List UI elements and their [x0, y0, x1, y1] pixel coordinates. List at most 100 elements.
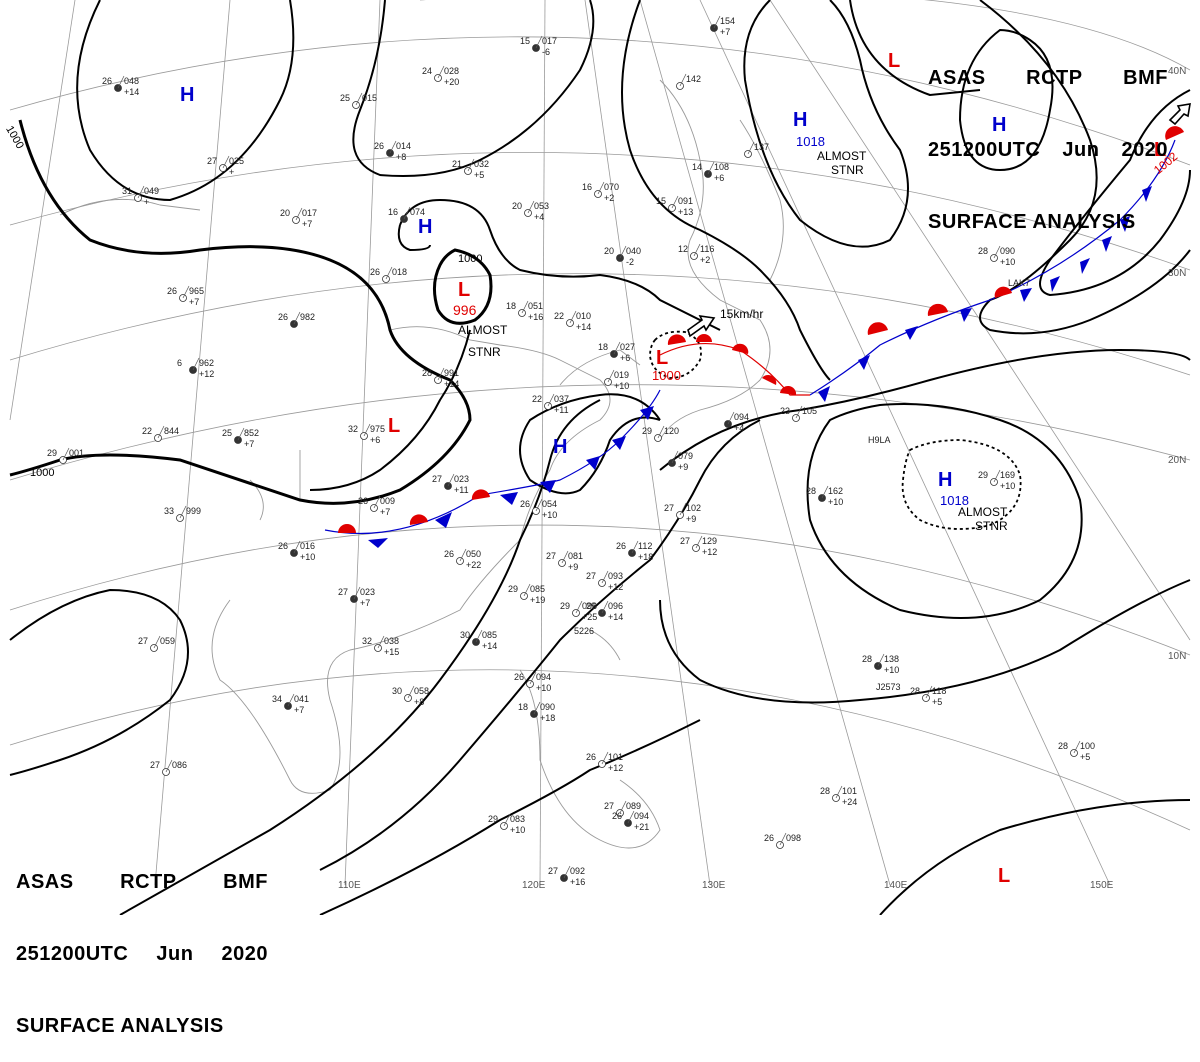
station-tendency: +10 [542, 510, 557, 520]
station-temperature: 15 [656, 196, 666, 206]
station-plot: 26 014+8 [374, 140, 411, 162]
station-plot: 30 058+8 [392, 685, 429, 707]
wind-barb [529, 671, 537, 685]
station-plot: 33 999 [164, 505, 201, 522]
station-pressure: 028 [444, 66, 459, 76]
station-tendency: +9 [678, 462, 688, 472]
station-tendency: +12 [702, 547, 717, 557]
station-pressure: 101 [842, 786, 857, 796]
movement-arrows [687, 103, 1191, 338]
wind-barb [157, 425, 165, 439]
low-center-mongolia: L [458, 279, 470, 301]
high-centers: H H H H H H [180, 84, 1006, 491]
lat-label-10n: 10N [1168, 651, 1186, 662]
station-temperature: 23 [780, 406, 790, 416]
lon-label-150e: 150E [1090, 880, 1114, 891]
station-tendency: +10 [614, 381, 629, 391]
station-temperature: 26 [586, 752, 596, 762]
station-pressure: 023 [454, 474, 469, 484]
station-plot: 27 081+9 [546, 550, 583, 572]
station-plot: 27 089 [604, 800, 641, 817]
station-temperature: 30 [392, 686, 402, 696]
wind-barb [679, 73, 687, 87]
header-region-code: ASAS [928, 67, 986, 89]
wind-barb [363, 423, 371, 437]
station-pressure: 169 [1000, 470, 1015, 480]
station-pressure: 053 [534, 201, 549, 211]
station-tendency: +7 [380, 507, 390, 517]
wind-barb [631, 540, 639, 554]
station-temperature: 20 [604, 246, 614, 256]
station-plot: 26 050+22 [444, 548, 481, 570]
station-plot: 24 028+20 [422, 65, 459, 87]
station-temperature: 22 [532, 394, 542, 404]
station-plot: 27 093+12 [586, 570, 623, 592]
lat-label-30n: 30N [1168, 268, 1186, 279]
header-line-2: 251200UTC Jun 2020 [928, 138, 1168, 162]
station-plot: 15 091+13 [656, 195, 693, 217]
station-plot: 28 101+24 [820, 785, 857, 807]
station-plot: 27 023+11 [432, 473, 469, 495]
station-tendency: + [229, 167, 234, 177]
wind-barb [607, 369, 615, 383]
station-plot: 28 090+10 [978, 245, 1015, 267]
station-temperature: 27 [586, 571, 596, 581]
wind-barb [459, 548, 467, 562]
high-center-north: H [418, 216, 432, 238]
wind-barb [475, 629, 483, 643]
wind-barb [153, 635, 161, 649]
station-pressure: 112 [638, 541, 652, 551]
station-pressure: 017 [542, 36, 557, 46]
low-movement-speed: 15km/hr [720, 307, 763, 321]
station-temperature: 20 [512, 201, 522, 211]
station-plot: 31 049+ [122, 185, 159, 207]
station-temperature: 27 [664, 503, 674, 513]
lon-label-140e: 140E [884, 880, 908, 891]
header-top-right: ASAS RCTP BMF 251200UTC Jun 2020 SURFACE… [928, 18, 1168, 258]
station-pressure: 090 [1000, 246, 1015, 256]
station-tendency: +4 [534, 212, 544, 222]
station-plot: 6 962+12 [177, 357, 214, 379]
station-pressure: 054 [542, 499, 557, 509]
station-tendency: +14 [124, 87, 139, 97]
station-temperature: 28 [862, 654, 872, 664]
station-pressure: 092 [570, 866, 585, 876]
station-plot: 12 116+2 [678, 243, 714, 265]
wind-barb [137, 185, 145, 199]
station-plot: 29 083+10 [488, 813, 525, 835]
station-temperature: 34 [272, 694, 282, 704]
front-semicircles [338, 126, 1184, 533]
station-plot: 26 112+18 [616, 540, 653, 562]
station-code-lak7: LAK7 [1008, 278, 1030, 288]
wind-barb [835, 785, 843, 799]
station-pressure: 129 [702, 536, 717, 546]
station-pressure: 049 [144, 186, 159, 196]
station-temperature: 27 [207, 156, 217, 166]
station-tendency: +10 [1000, 257, 1015, 267]
high-note-pacific-1: ALMOST [958, 505, 1008, 519]
low-note-mongolia-1: ALMOST [458, 323, 508, 337]
high-center-northeast: H [992, 114, 1006, 136]
station-temperature: 29 [508, 584, 518, 594]
station-pressure: 094 [634, 811, 649, 821]
station-temperature: 15 [520, 36, 530, 46]
station-temperature: 27 [338, 587, 348, 597]
station-pressure: 098 [786, 833, 801, 843]
station-tendency: +5 [474, 170, 484, 180]
station-pressure: 844 [164, 426, 179, 436]
station-temperature: 28 [1058, 741, 1068, 751]
station-plot: 29 001 [47, 447, 84, 464]
wind-barb [165, 759, 173, 773]
station-plot: 26 009+7 [358, 495, 395, 517]
wind-barb [671, 195, 679, 209]
station-pressure: 105 [802, 406, 817, 416]
station-pressure: 120 [664, 426, 679, 436]
station-plot: 22 010+14 [554, 310, 591, 332]
station-pressure: 018 [392, 267, 407, 277]
wind-barb [527, 200, 535, 214]
wind-barb [679, 502, 687, 516]
wind-barb [713, 15, 721, 29]
station-temperature: 26 [514, 672, 524, 682]
station-pressure: 074 [410, 207, 425, 217]
wind-barb [467, 158, 475, 172]
